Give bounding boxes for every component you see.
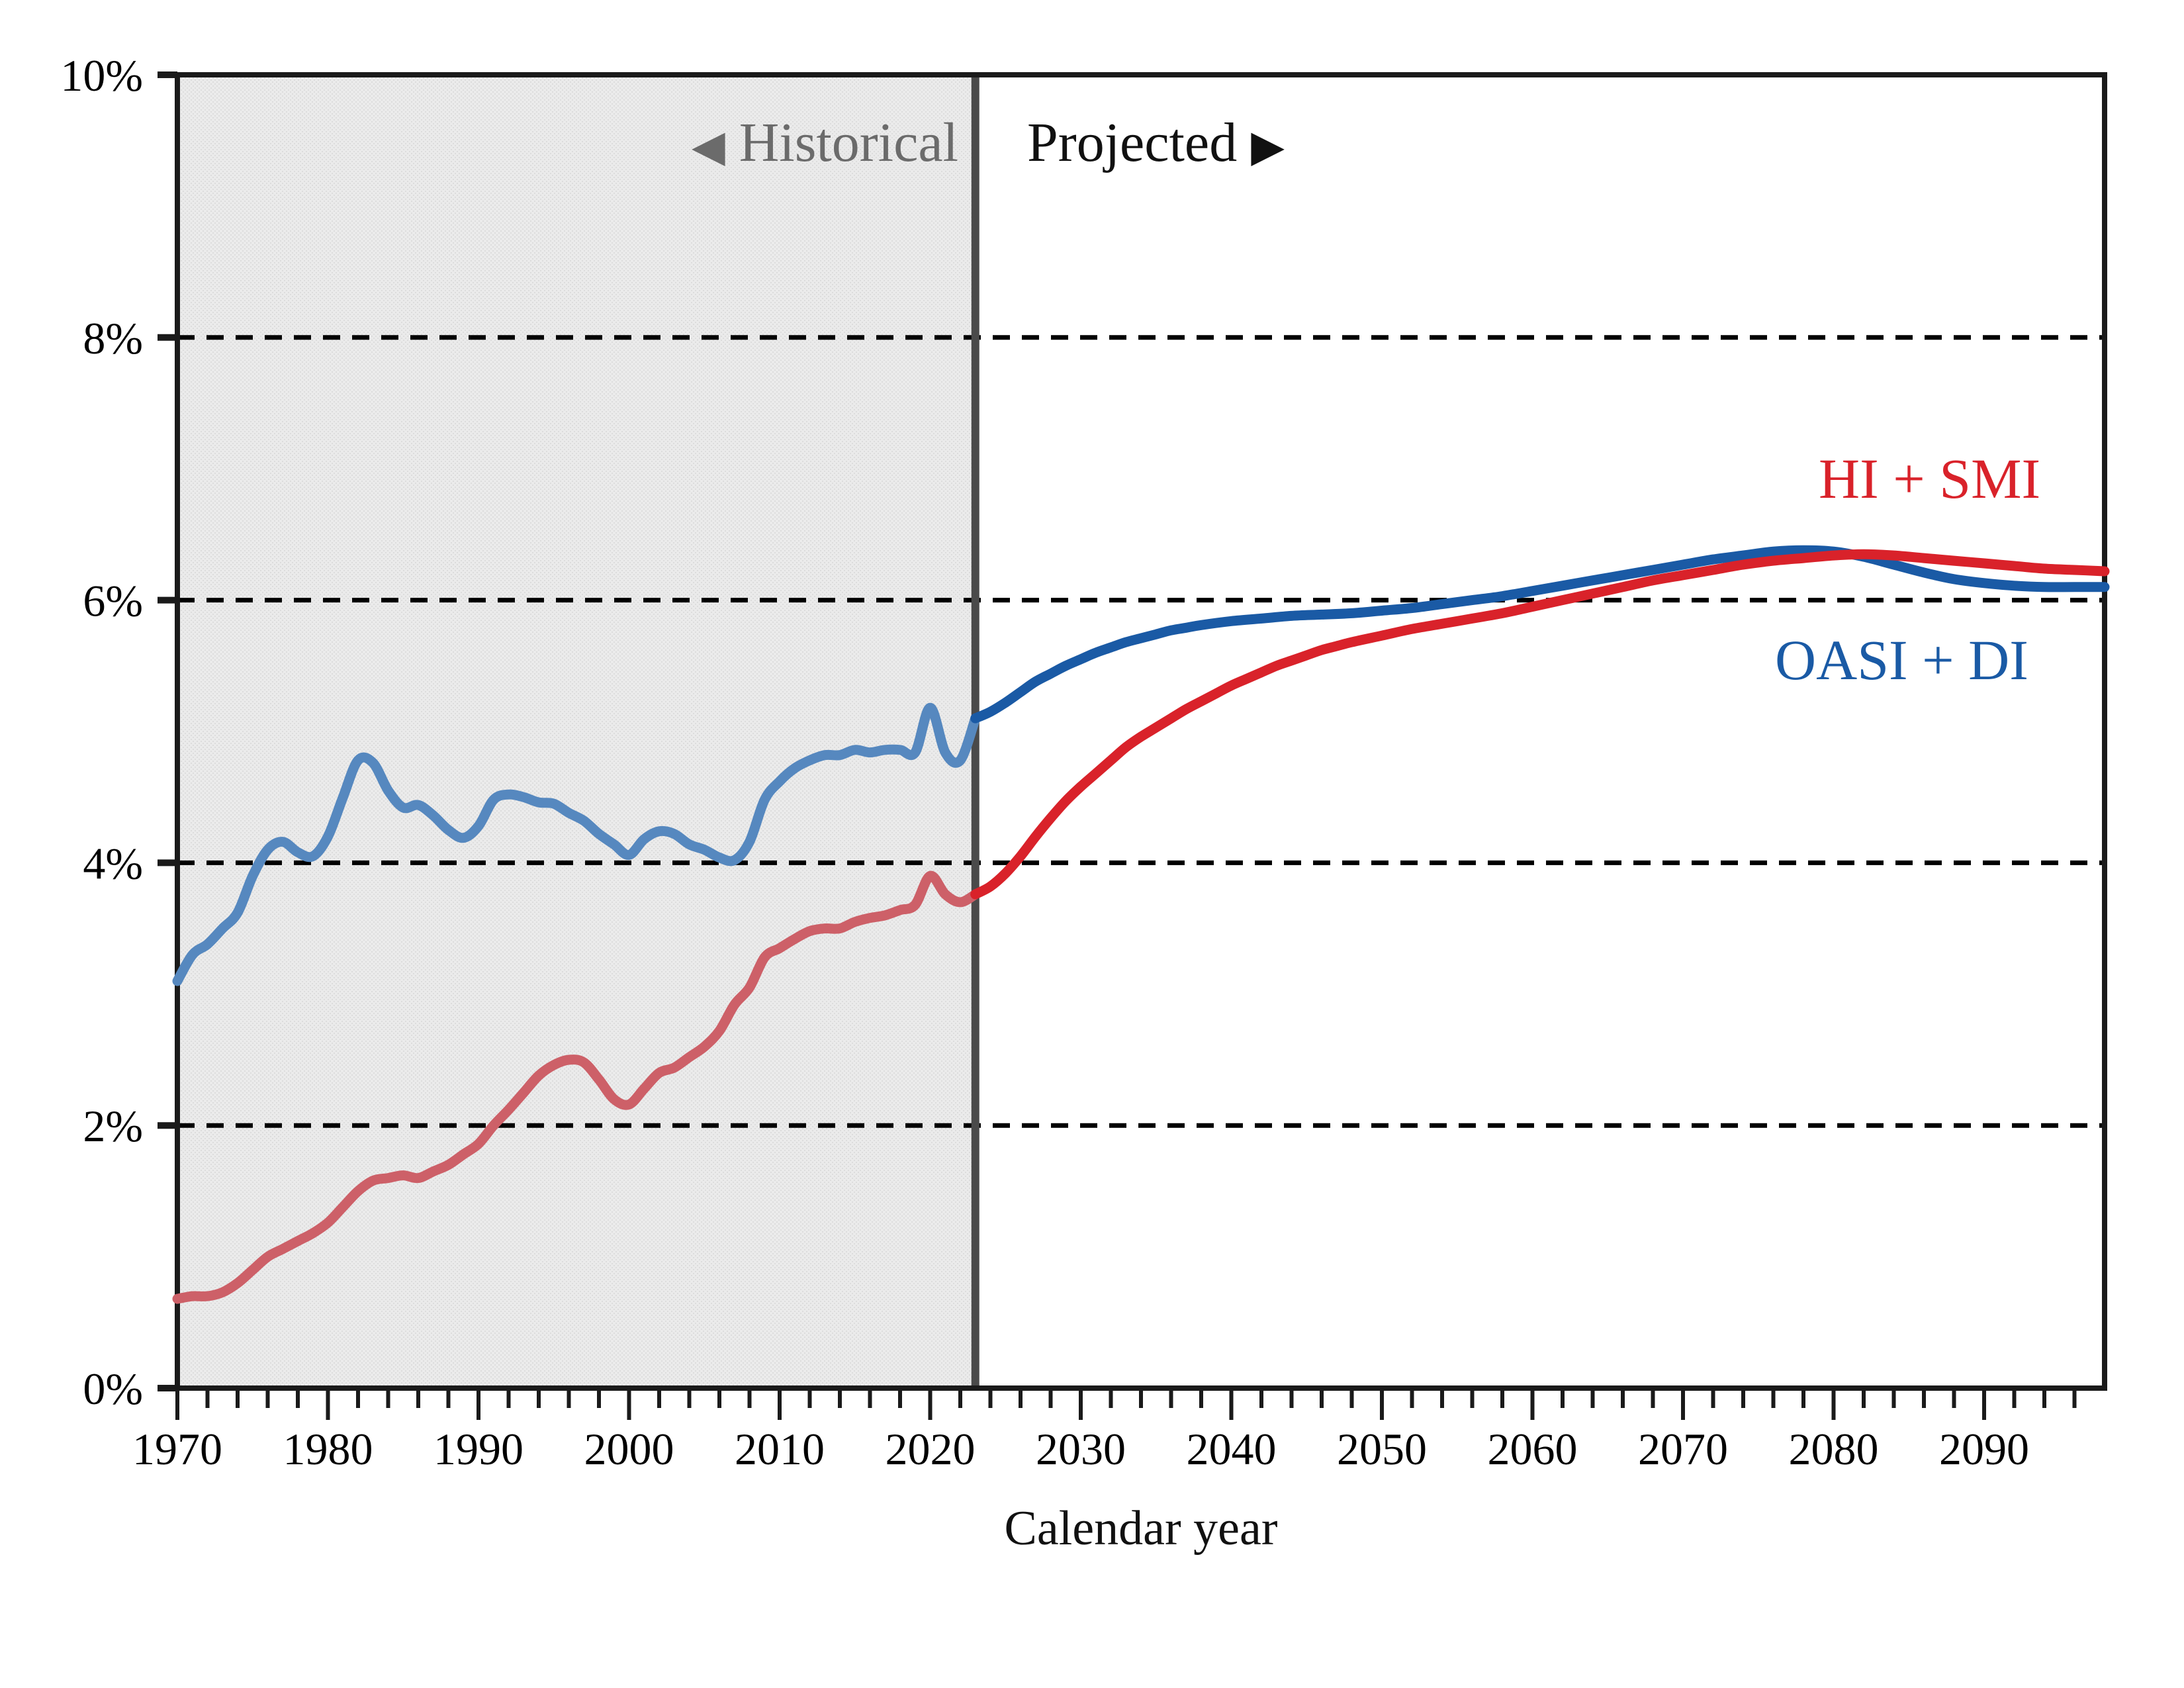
x-tick-label-2010: 2010 <box>735 1424 825 1474</box>
y-tick-label-4: 4% <box>83 838 143 888</box>
legend-hi-smi: HI + SMI <box>1819 447 2041 510</box>
projected-zone-label: Projected <box>1027 112 1238 173</box>
y-tick-label-2: 2% <box>83 1101 143 1151</box>
plot-frame <box>175 72 2107 1391</box>
x-tick-label-2000: 2000 <box>584 1424 674 1474</box>
y-tick-label-6: 6% <box>83 576 143 626</box>
x-tick-label-2060: 2060 <box>1488 1424 1578 1474</box>
x-axis-title: Calendar year <box>1004 1501 1278 1556</box>
x-tick-label-1980: 1980 <box>283 1424 373 1474</box>
x-tick-label-2030: 2030 <box>1036 1424 1126 1474</box>
x-tick-label-1990: 1990 <box>433 1424 523 1474</box>
x-tick-label-2050: 2050 <box>1337 1424 1427 1474</box>
series-line-hi-smi-projected <box>970 549 2110 900</box>
y-tick-label-10: 10% <box>60 50 143 101</box>
x-tick-label-2070: 2070 <box>1638 1424 1728 1474</box>
projected-zone-header: Projected ▶ <box>1027 114 1285 176</box>
x-tick-label-2090: 2090 <box>1939 1424 2029 1474</box>
x-tick-label-2080: 2080 <box>1789 1424 1879 1474</box>
y-tick-label-8: 8% <box>83 313 143 363</box>
y-tick-label-0: 0% <box>83 1364 143 1414</box>
left-arrow-icon: ◀ <box>691 122 725 171</box>
series-line-oasi-di-projected <box>970 545 2110 724</box>
historical-zone-header: ◀ Historical <box>0 114 958 176</box>
historical-zone-label: Historical <box>739 112 958 173</box>
right-arrow-icon: ▶ <box>1251 122 1285 171</box>
x-tick-label-2040: 2040 <box>1187 1424 1277 1474</box>
historical-shaded-region <box>177 75 976 1388</box>
x-tick-label-1970: 1970 <box>132 1424 222 1474</box>
legend-oasi-di: OASI + DI <box>1775 628 2028 692</box>
series-line-oasi-di-historical <box>172 702 981 986</box>
series-line-hi-smi-historical <box>172 870 981 1304</box>
x-tick-label-2020: 2020 <box>886 1424 976 1474</box>
